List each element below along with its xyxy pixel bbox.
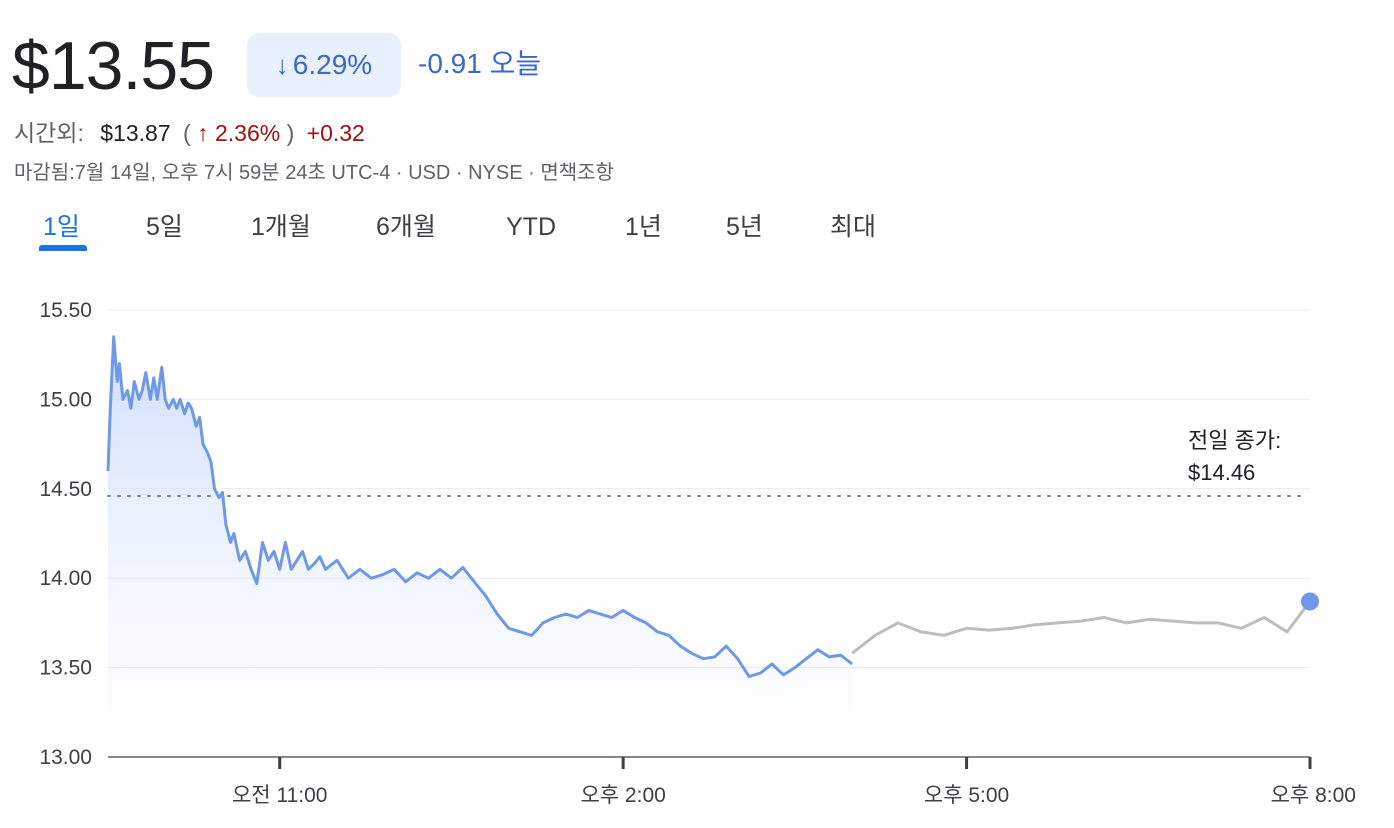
afterhours-change: +0.32 (306, 120, 365, 146)
last-price-dot (1301, 592, 1319, 611)
y-tick-label: 14.00 (39, 567, 92, 590)
tab-1y[interactable]: 1년 (625, 213, 662, 241)
change-badge: ↓ 6.29% (247, 33, 401, 97)
afterhours-row: 시간외: $13.87 ( ↑ 2.36% ) +0.32 (14, 116, 365, 150)
series-line-after_hours (851, 600, 1312, 655)
y-tick-label: 15.50 (39, 299, 92, 322)
afterhours-label: 시간외: (14, 120, 84, 146)
y-tick-label: 14.50 (39, 478, 92, 501)
arrow-down-icon: ↓ (275, 49, 289, 80)
tab-1d[interactable]: 1일 (43, 213, 80, 241)
x-axis-labels: 오전 11:00 오후 2:00 오후 5:00 오후 8:00 (232, 784, 1356, 807)
market-meta: 마감됨:7월 14일, 오후 7시 59분 24초 UTC-4 · USD · … (14, 162, 614, 184)
x-tick-label: 오후 8:00 (1271, 784, 1356, 807)
tab-5d[interactable]: 5일 (146, 213, 183, 241)
area-fill-path (108, 336, 853, 712)
x-tick-label: 오후 5:00 (924, 784, 1009, 807)
series-line-regular (106, 335, 854, 678)
change-percent: 6.29% (292, 49, 373, 80)
previous-close-value: $14.46 (1188, 460, 1255, 485)
afterhours-price: $13.87 (100, 120, 171, 146)
previous-close-label: 전일 종가: (1188, 428, 1281, 453)
afterhours-percent: 2.36% (214, 120, 281, 146)
x-tick-label: 오후 2:00 (580, 784, 665, 807)
current-price: $13.55 (12, 28, 215, 104)
tab-ytd[interactable]: YTD (506, 213, 556, 241)
afterhours-close-paren: ) (286, 120, 295, 146)
y-tick-label: 15.00 (39, 388, 92, 411)
area-fill (108, 336, 853, 712)
tab-5y[interactable]: 5년 (726, 213, 763, 241)
y-tick-label: 13.00 (39, 746, 92, 769)
active-tab-indicator (39, 245, 87, 251)
previous-close-layer: 전일 종가: $14.46 (107, 428, 1306, 497)
x-tick-label: 오전 11:00 (232, 784, 327, 807)
arrow-up-icon: ↑ (197, 120, 209, 146)
range-tabs: 1일 5일 1개월 6개월 YTD 1년 5년 최대 (0, 205, 1000, 255)
tab-1m[interactable]: 1개월 (251, 213, 311, 241)
y-axis-labels: 15.50 15.00 14.50 14.00 13.50 13.00 (39, 299, 92, 769)
y-tick-label: 13.50 (39, 657, 92, 680)
tab-max[interactable]: 최대 (830, 213, 877, 241)
x-axis (108, 756, 1312, 769)
afterhours-open-paren: ( (183, 120, 191, 146)
tab-6m[interactable]: 6개월 (376, 213, 436, 241)
change-absolute: -0.91 오늘 (418, 48, 542, 79)
series-lines (106, 335, 1319, 678)
